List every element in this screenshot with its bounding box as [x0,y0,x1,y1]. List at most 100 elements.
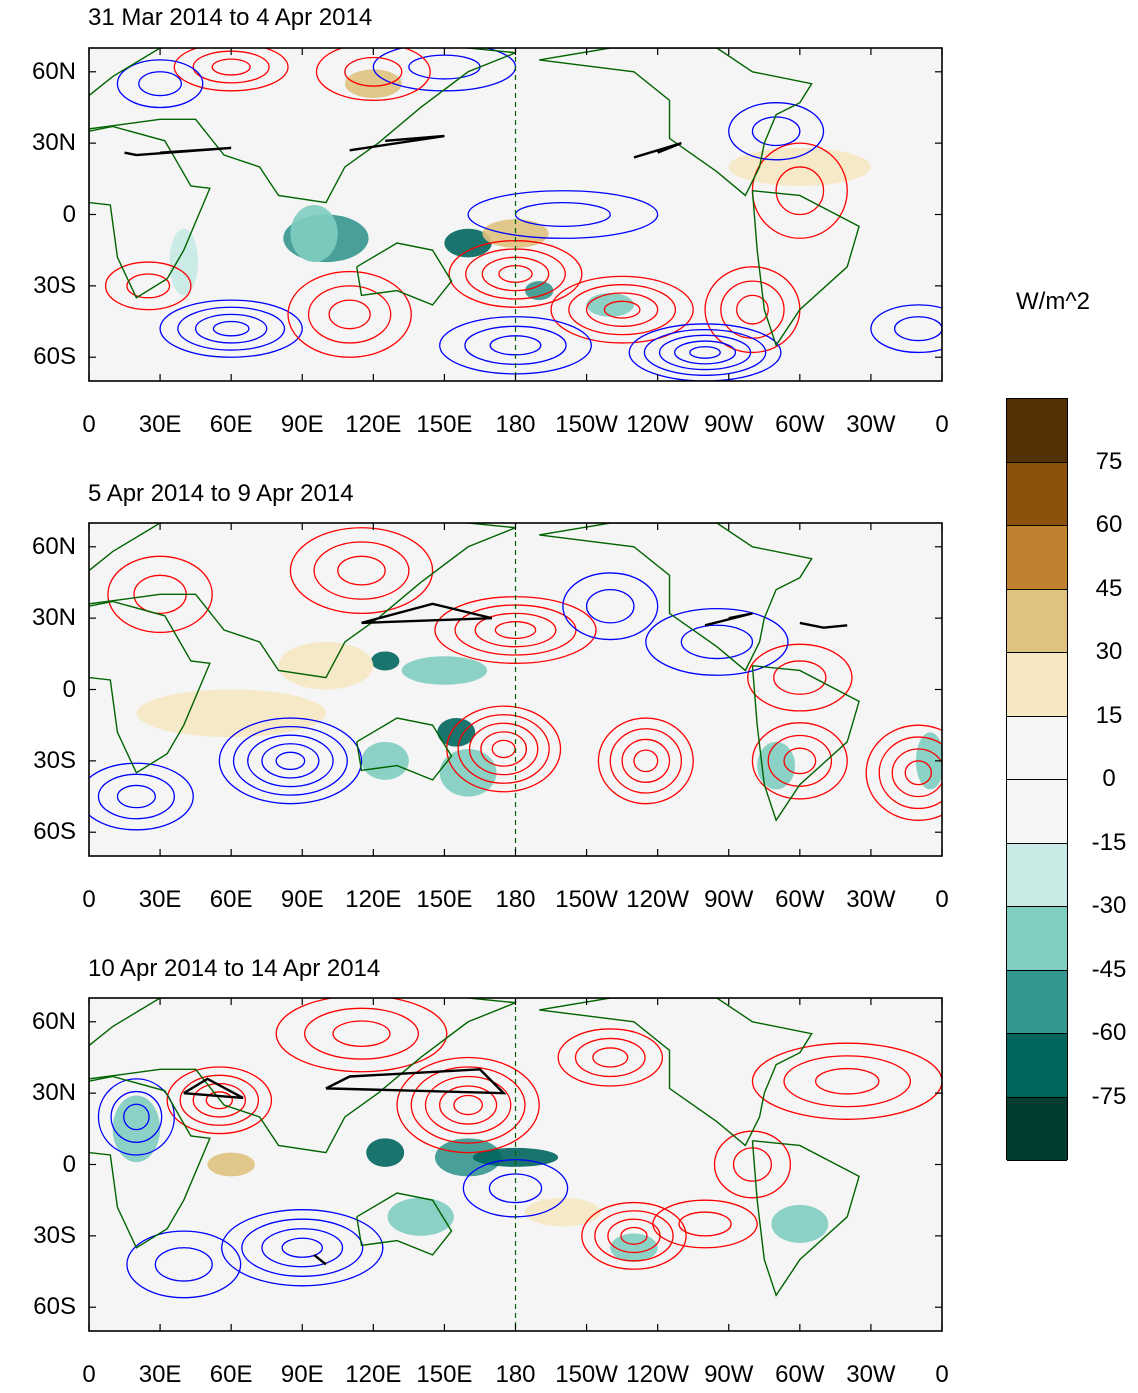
lon-label: 150W [555,886,618,913]
negative-contour [870,304,942,354]
positive-contour [396,1056,540,1154]
positive-contour [620,1226,648,1245]
negative-contour [751,116,801,147]
lat-label: 0 [62,200,76,228]
positive-contour [439,1085,498,1125]
lat-label: 60N [31,57,76,85]
positive-contour [557,1028,664,1087]
lat-label: 0 [62,675,76,703]
positive-contour [289,527,434,615]
lon-label: 180 [495,1361,536,1388]
significance-contour [361,602,493,625]
lon-label: 90E [280,886,324,913]
shading-blob [434,1138,502,1177]
shading-blob [437,718,476,747]
negative-contour [247,734,334,788]
shading-blob [387,1197,454,1236]
positive-contour [783,747,817,775]
map-panel-1 [89,48,942,381]
lon-label: 150W [555,1361,618,1388]
panel-3-title: 10 Apr 2014 to 14 Apr 2014 [88,955,381,982]
negative-contour [89,762,194,831]
negative-contour [154,1247,213,1282]
shading-blob [524,281,554,301]
lat-label: 30N [31,1079,76,1107]
negative-contour [138,71,183,97]
positive-contour [307,285,392,344]
colorbar-swatch [1007,970,1067,1034]
colorbar-tick-label: -45 [1091,955,1127,983]
positive-contour [107,555,213,634]
colorbar-tick-label: -75 [1091,1082,1127,1110]
lon-label: 60W [775,1361,825,1388]
shading-blob [344,69,402,98]
lat-label: 60S [33,1293,76,1321]
lon-label: 0 [82,1361,96,1388]
negative-contour [275,751,306,771]
lat-label: 60S [33,343,76,371]
shading-blob [401,656,488,685]
lon-label: 0 [935,1361,949,1388]
negative-contour [281,1237,324,1258]
positive-contour [211,58,251,76]
positive-contour [652,1199,758,1249]
lat-label: 30S [33,746,76,774]
lat-label: 60N [31,532,76,560]
lat-label: 30N [31,129,76,157]
negative-contour [261,1228,344,1268]
shading-blob [207,1152,255,1177]
shading-blob [290,204,338,263]
colorbar-tick-label: -60 [1091,1019,1127,1046]
shading-blob [169,228,198,296]
lon-label: 180 [495,886,536,913]
coastline [89,600,211,774]
negative-contour [645,607,789,676]
positive-contour [574,1037,646,1078]
shading-blob [112,1095,161,1163]
significance-contour [633,141,682,159]
shading-blob [771,1204,829,1243]
positive-contour [424,1075,512,1135]
negative-contour [643,328,767,376]
positive-contour [104,261,192,311]
positive-contour [126,273,171,299]
positive-contour [468,722,539,776]
lon-label: 120W [626,1361,689,1388]
positive-contour [751,1042,942,1120]
colorbar-swatch [1007,907,1067,971]
colorbar-tick-label: 30 [1095,638,1123,665]
positive-contour [775,166,825,216]
lon-label: 60W [775,411,825,438]
positive-contour [814,1067,880,1095]
positive-contour [303,1007,420,1060]
lon-label: 0 [82,411,96,438]
positive-contour [173,48,289,92]
coastline [89,125,211,299]
colorbar-tick-label: 75 [1095,447,1123,475]
lon-label: 150E [416,886,473,913]
lon-label: 30W [846,1361,896,1388]
positive-contour [457,714,550,784]
lon-label: 30E [138,886,182,913]
significance-contour [124,146,232,157]
colorbar-swatch [1007,1034,1067,1098]
colorbar-unit: W/m^2 [1016,288,1090,315]
negative-contour [116,59,204,109]
lon-label: 150E [416,1361,473,1388]
shading-blob [524,1197,601,1227]
colorbar-tick-label: 15 [1095,701,1123,729]
coastline [89,998,516,1154]
positive-contour [568,284,677,336]
coastline [751,190,860,347]
positive-contour [192,1082,247,1118]
positive-contour [878,736,942,810]
positive-contour [747,643,853,712]
colorbar-tick-label: -15 [1091,828,1127,856]
lon-label: 0 [935,886,949,913]
positive-contour [410,1066,526,1144]
panel-2-title: 5 Apr 2014 to 9 Apr 2014 [88,480,354,507]
negative-contour [194,313,268,344]
shading-blob [366,1138,405,1167]
positive-contour [597,717,694,805]
